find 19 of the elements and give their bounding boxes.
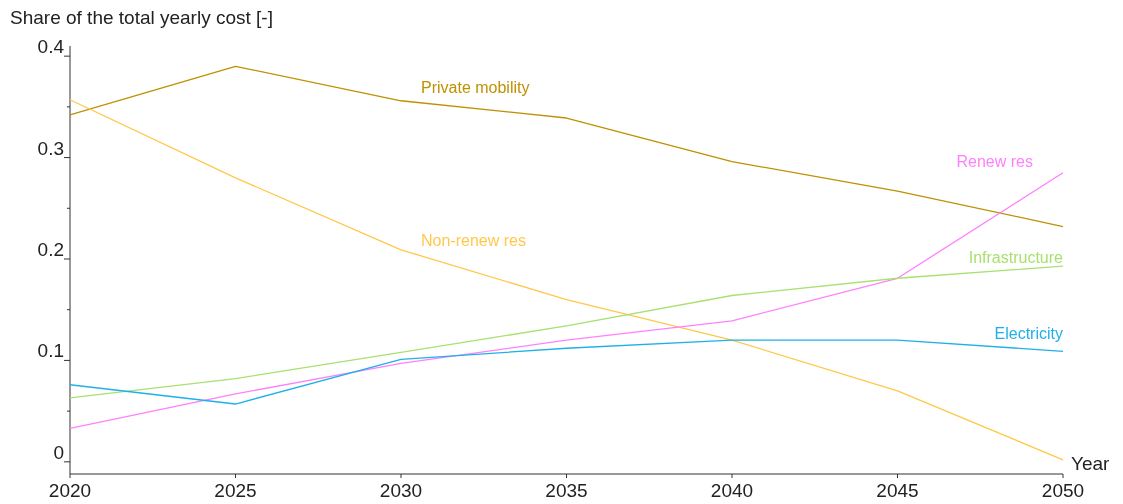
series-label: Electricity	[994, 325, 1063, 343]
x-axis-title: Year	[1071, 453, 1111, 474]
y-tick-label: 0.1	[37, 340, 64, 362]
series-label: Infrastructure	[968, 249, 1064, 267]
y-axis-title: Share of the total yearly cost [-]	[10, 7, 273, 28]
series-label: Renew res	[956, 152, 1033, 170]
y-tick-label: 0	[53, 441, 64, 463]
y-tick-label: 0.2	[37, 238, 64, 260]
x-tick-label: 2025	[214, 480, 257, 501]
series-label: Private mobility	[421, 78, 530, 96]
y-tick-label: 0.3	[37, 137, 64, 159]
x-tick-label: 2050	[1041, 480, 1085, 501]
x-tick-label: 2045	[876, 480, 919, 501]
x-tick-label: 2040	[710, 480, 754, 501]
y-tick-label: 0.4	[37, 36, 65, 58]
x-tick-label: 2030	[379, 480, 423, 501]
series-label: Non-renew res	[421, 231, 526, 249]
x-tick-label: 2020	[48, 480, 92, 501]
x-tick-label: 2035	[545, 480, 588, 501]
